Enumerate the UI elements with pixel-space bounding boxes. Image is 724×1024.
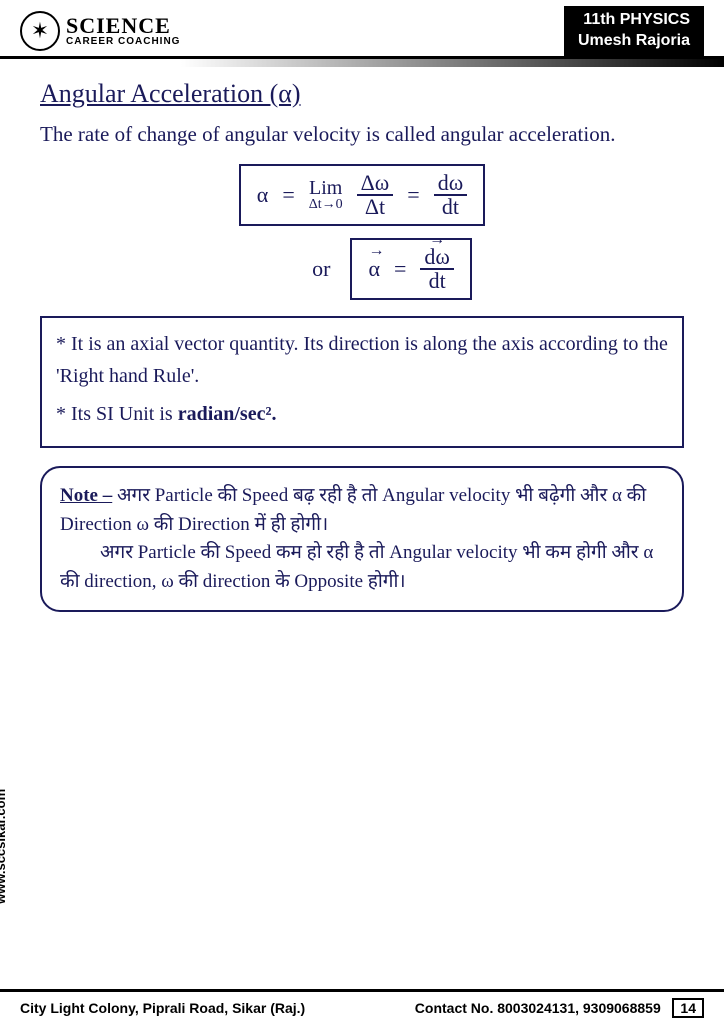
- frac-bot: dt: [425, 270, 450, 292]
- note-line-1: Note – अगर Particle की Speed बढ़ रही है …: [60, 482, 664, 539]
- equation-box-1: α = Lim Δt→0 Δω Δt = dω dt: [239, 164, 485, 226]
- footer-contact-wrap: Contact No. 8003024131, 9309068859 14: [415, 1000, 704, 1016]
- logo-icon: ✶: [20, 11, 60, 51]
- course-label: 11th PHYSICS: [578, 10, 690, 31]
- page-header: ✶ SCIENCE CAREER COACHING 11th PHYSICS U…: [0, 0, 724, 59]
- definition-text: The rate of change of angular velocity i…: [40, 119, 684, 151]
- or-label: or: [312, 256, 330, 282]
- frac-bot: Δt: [361, 196, 389, 218]
- eq-sign: =: [394, 256, 406, 282]
- fraction-2: dω dt: [434, 172, 467, 218]
- eq-lhs: α: [257, 182, 269, 208]
- frac-top: Δω: [357, 172, 394, 196]
- content-area: Angular Acceleration (α) The rate of cha…: [0, 79, 724, 613]
- logo-sub: CAREER COACHING: [66, 37, 180, 47]
- equation-1: α = Lim Δt→0 Δω Δt = dω dt: [40, 164, 684, 226]
- properties-box: * It is an axial vector quantity. Its di…: [40, 316, 684, 448]
- logo-main: SCIENCE: [66, 15, 180, 37]
- bullet-2-pre: * Its SI Unit is: [56, 403, 178, 425]
- note-text-1: अगर Particle की Speed बढ़ रही है तो Angu…: [60, 485, 646, 535]
- lim-bot: Δt→0: [309, 198, 343, 212]
- eq-lhs-vec: α: [368, 256, 380, 282]
- logo-block: ✶ SCIENCE CAREER COACHING: [20, 11, 180, 51]
- section-title: Angular Acceleration (α): [40, 79, 684, 109]
- side-url: www.sccsikar.com: [0, 789, 8, 904]
- bullet-2: * Its SI Unit is radian/sec².: [56, 398, 668, 430]
- equation-box-2: α = dω dt: [350, 238, 471, 300]
- note-label: Note –: [60, 485, 112, 506]
- note-box: Note – अगर Particle की Speed बढ़ रही है …: [40, 466, 684, 612]
- limit-notation: Lim Δt→0: [309, 178, 343, 212]
- author-label: Umesh Rajoria: [578, 31, 690, 52]
- gradient-bar: [0, 59, 724, 67]
- page-footer: City Light Colony, Piprali Road, Sikar (…: [0, 989, 724, 1024]
- footer-address: City Light Colony, Piprali Road, Sikar (…: [20, 1000, 305, 1016]
- frac-top: dω: [434, 172, 467, 196]
- fraction-vec: dω dt: [420, 246, 453, 292]
- note-line-2: अगर Particle की Speed कम हो रही है तो An…: [60, 539, 664, 596]
- page-number: 14: [672, 998, 704, 1018]
- frac-top-vec: dω: [420, 246, 453, 270]
- header-right: 11th PHYSICS Umesh Rajoria: [564, 6, 704, 56]
- bullet-1: * It is an axial vector quantity. Its di…: [56, 328, 668, 392]
- equation-2-row: or α = dω dt: [40, 238, 684, 300]
- footer-contact: Contact No. 8003024131, 9309068859: [415, 1000, 661, 1016]
- fraction-1: Δω Δt: [357, 172, 394, 218]
- eq-sign: =: [282, 182, 294, 208]
- logo-text: SCIENCE CAREER COACHING: [66, 15, 180, 47]
- frac-bot: dt: [438, 196, 463, 218]
- bullet-2-bold: radian/sec².: [178, 403, 277, 425]
- lim-top: Lim: [309, 178, 342, 198]
- eq-sign: =: [407, 182, 419, 208]
